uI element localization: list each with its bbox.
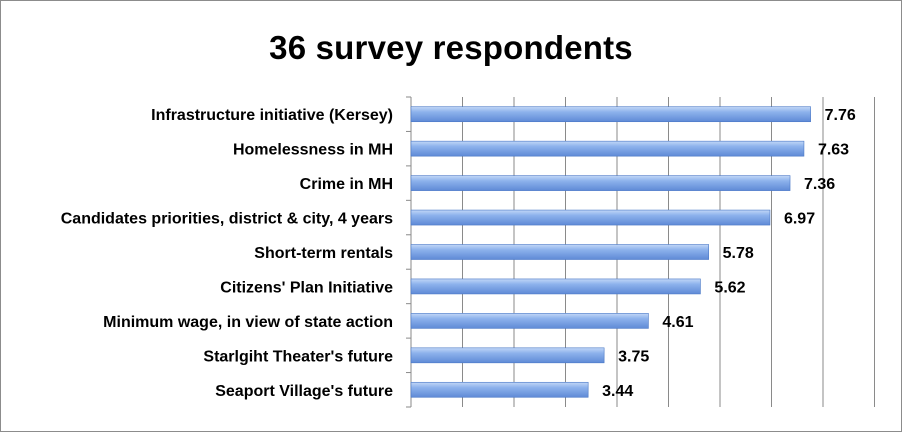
value-label: 7.63 (818, 142, 849, 159)
bars (410, 106, 811, 398)
value-label: 6.97 (784, 211, 815, 228)
category-label: Starlgiht Theater's future (203, 348, 393, 365)
category-label: Seaport Village's future (215, 383, 393, 400)
category-label: Candidates priorities, district & city, … (61, 211, 393, 228)
category-label: Short-term rentals (254, 245, 393, 262)
value-label: 3.75 (618, 348, 649, 365)
value-label: 5.78 (723, 245, 754, 262)
bar (410, 347, 605, 364)
value-label: 4.61 (662, 314, 693, 331)
value-label: 7.76 (825, 107, 856, 124)
value-label: 3.44 (602, 383, 633, 400)
bar (410, 313, 649, 329)
value-label: 7.36 (804, 176, 835, 193)
category-label: Homelessness in MH (233, 142, 393, 159)
category-label: Minimum wage, in view of state action (103, 314, 393, 331)
value-label: 5.62 (714, 279, 745, 296)
category-label: Infrastructure initiative (Kersey) (151, 107, 393, 124)
category-label: Crime in MH (300, 176, 393, 193)
category-label: Citizens' Plan Initiative (220, 279, 393, 296)
bar (410, 209, 771, 226)
bar (410, 175, 791, 191)
bar (410, 140, 805, 157)
bar (410, 244, 709, 260)
bar (410, 278, 701, 295)
bar (410, 381, 589, 398)
labels: Infrastructure initiative (Kersey) 7.76 Ho… (61, 107, 856, 400)
chart-title: 36 survey respondents (269, 29, 633, 66)
bar (410, 106, 811, 123)
